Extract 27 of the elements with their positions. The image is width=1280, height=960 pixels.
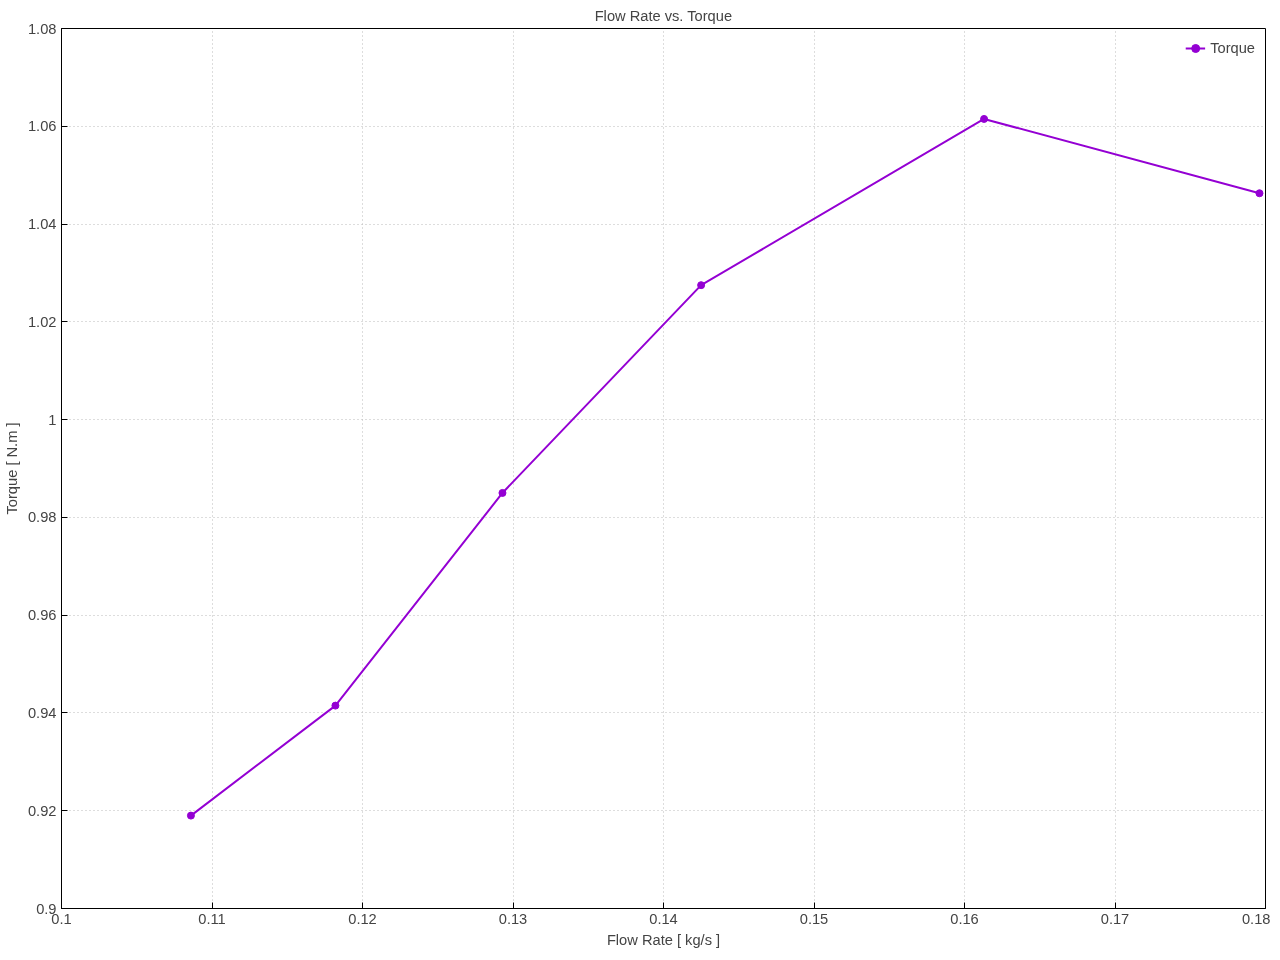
x-tick-label: 0.17 bbox=[1100, 910, 1130, 927]
y-tick-label: 0.98 bbox=[27, 509, 57, 526]
y-tick-label: 0.94 bbox=[27, 704, 57, 721]
chart-title: Flow Rate vs. Torque bbox=[594, 7, 733, 24]
y-tick-label: 0.92 bbox=[27, 802, 57, 819]
x-tick-label: 0.16 bbox=[950, 910, 979, 927]
x-tick-label: 0.18 bbox=[1241, 910, 1271, 927]
legend-label: Torque bbox=[1210, 40, 1255, 56]
point bbox=[980, 114, 989, 123]
point bbox=[186, 811, 195, 820]
y-tick-label: 1.08 bbox=[27, 20, 57, 37]
y-tick-label: 1.04 bbox=[27, 216, 57, 233]
x-tick-label: 0.13 bbox=[498, 910, 528, 927]
x-tick-label: 0.12 bbox=[348, 910, 377, 927]
y-tick-label: 1 bbox=[48, 411, 57, 428]
y-tick-label: 1.06 bbox=[27, 118, 57, 135]
x-tick-label: 0.15 bbox=[799, 910, 829, 927]
x-tick-label: 0.14 bbox=[649, 910, 678, 927]
point bbox=[697, 281, 706, 290]
x-tick-label: 0.11 bbox=[198, 910, 226, 927]
point bbox=[1255, 189, 1264, 198]
point bbox=[498, 488, 507, 497]
point bbox=[331, 701, 340, 710]
y-axis-title: Torque [ N.m ] bbox=[3, 422, 20, 515]
y-tick-label: 0.96 bbox=[27, 607, 57, 624]
x-axis-title: Flow Rate [ kg/s ] bbox=[606, 931, 721, 948]
y-tick-label: 1.02 bbox=[27, 313, 57, 330]
